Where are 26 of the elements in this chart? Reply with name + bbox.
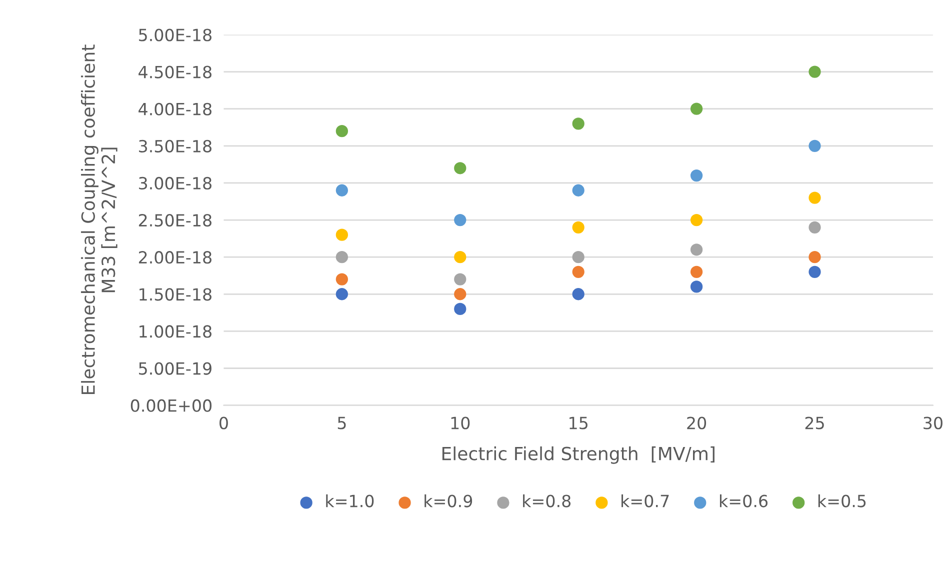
x-tick-label: 30 xyxy=(924,416,942,430)
y-tick-label: 1.50E-18 xyxy=(140,288,212,301)
x-tick-label: 25 xyxy=(805,416,824,430)
legend-label: k=0.6 xyxy=(720,494,768,508)
x-tick-label: 10 xyxy=(451,416,470,430)
y-tick-label: 4.50E-18 xyxy=(138,66,212,78)
y-axis-title: Electromechanical Coupling coefficient M33 [m^2/V^2] xyxy=(80,44,118,394)
y-tick-label: 2.00E-18 xyxy=(138,251,212,264)
y-tick-label: 0.00E+00 xyxy=(130,399,212,412)
y-tick-label: 5.00E-19 xyxy=(139,362,212,375)
x-tick-label: 20 xyxy=(687,416,706,430)
y-tick-label: 4.00E-18 xyxy=(138,102,212,116)
legend-label: k=0.7 xyxy=(622,494,669,508)
y-tick-label: 3.50E-18 xyxy=(139,140,212,152)
x-axis-title: Electric Field Strength [MV/m] xyxy=(442,446,714,464)
legend-label: k=0.8 xyxy=(523,494,571,508)
y-tick-label: 3.00E-18 xyxy=(139,176,212,190)
y-tick-label: 5.00E-18 xyxy=(139,28,212,42)
x-tick-label: 15 xyxy=(570,416,588,430)
legend-label: k=1.0 xyxy=(326,494,374,508)
y-tick-label: 2.50E-18 xyxy=(138,214,212,227)
x-tick-label: 0 xyxy=(220,416,228,430)
legend-label: k=0.9 xyxy=(424,494,472,508)
x-tick-label: 5 xyxy=(338,416,346,430)
y-tick-label: 1.00E-18 xyxy=(140,325,212,338)
legend-label: k=0.5 xyxy=(818,494,866,508)
